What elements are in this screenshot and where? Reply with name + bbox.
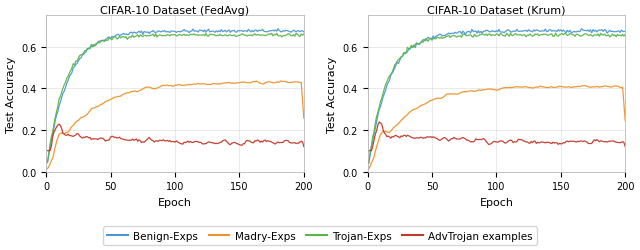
- Y-axis label: Test Accuracy: Test Accuracy: [6, 56, 15, 132]
- X-axis label: Epoch: Epoch: [158, 197, 192, 207]
- Title: CIFAR-10 Dataset (FedAvg): CIFAR-10 Dataset (FedAvg): [100, 6, 250, 16]
- Y-axis label: Test Accuracy: Test Accuracy: [327, 56, 337, 132]
- Title: CIFAR-10 Dataset (Krum): CIFAR-10 Dataset (Krum): [427, 6, 566, 16]
- Legend: Benign-Exps, Madry-Exps, Trojan-Exps, AdvTrojan examples: Benign-Exps, Madry-Exps, Trojan-Exps, Ad…: [103, 226, 537, 245]
- X-axis label: Epoch: Epoch: [479, 197, 513, 207]
